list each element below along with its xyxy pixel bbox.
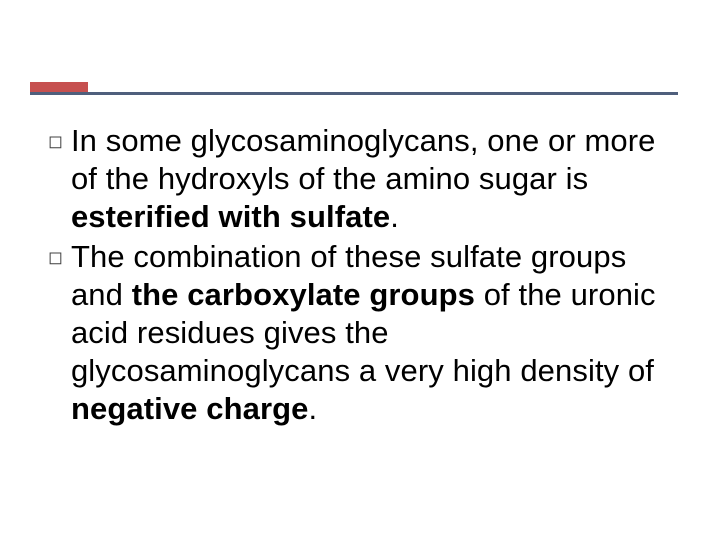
text-span: . bbox=[390, 199, 399, 234]
bullet-item: ◻In some glycosaminoglycans, one or more… bbox=[72, 122, 660, 236]
body-content: ◻In some glycosaminoglycans, one or more… bbox=[72, 122, 660, 430]
divider-line bbox=[30, 92, 678, 95]
bold-span: esterified with sulfate bbox=[71, 199, 390, 234]
header-rule bbox=[30, 82, 678, 95]
bullet-item: ◻The combination of these sulfate groups… bbox=[72, 238, 660, 428]
text-span: In some glycosaminoglycans, one or more … bbox=[71, 123, 656, 196]
bullet-text: The combination of these sulfate groups … bbox=[71, 238, 660, 428]
text-span: . bbox=[309, 391, 318, 426]
bold-span: the carboxylate groups bbox=[132, 277, 484, 312]
bullet-marker-icon: ◻ bbox=[48, 238, 63, 276]
bullet-text: In some glycosaminoglycans, one or more … bbox=[71, 122, 660, 236]
accent-block bbox=[30, 82, 88, 92]
slide: ◻In some glycosaminoglycans, one or more… bbox=[0, 0, 720, 540]
bullet-marker-icon: ◻ bbox=[48, 122, 63, 160]
bold-span: negative charge bbox=[71, 391, 309, 426]
